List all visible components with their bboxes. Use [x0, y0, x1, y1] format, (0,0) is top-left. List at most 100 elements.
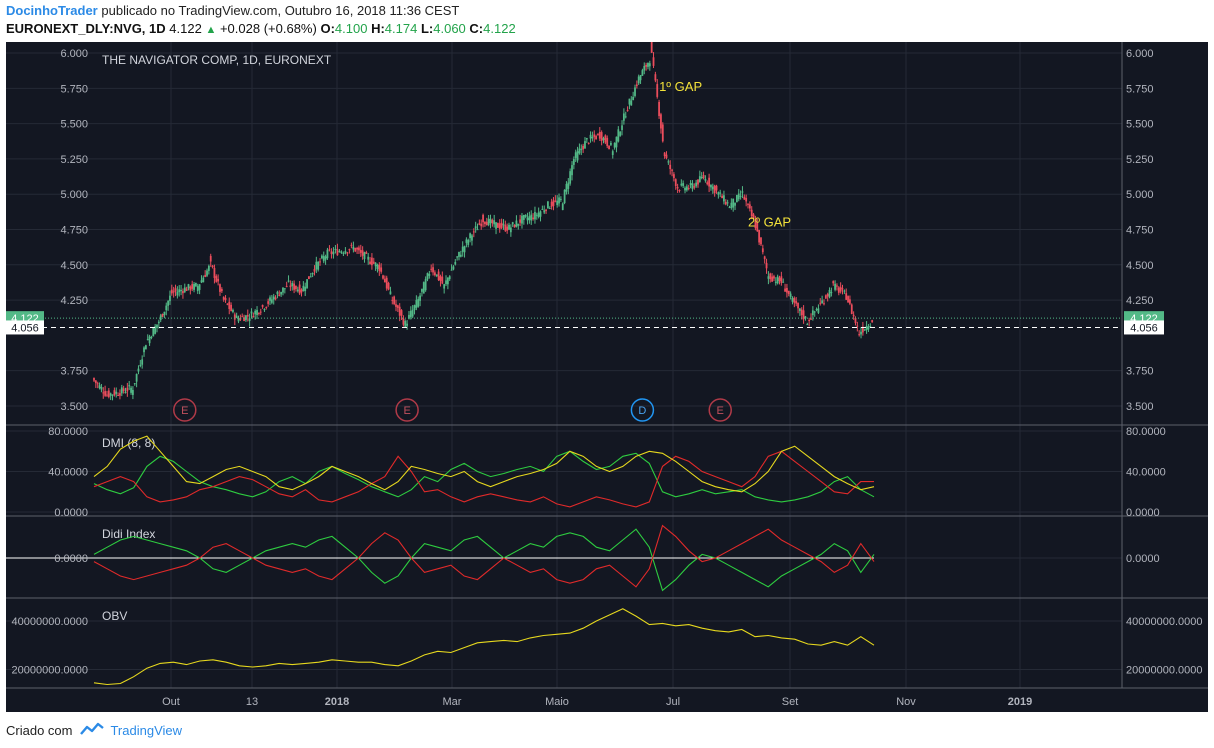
open-value: 4.100 — [334, 21, 368, 36]
earnings-marker-icon[interactable] — [708, 398, 732, 422]
candle-body — [302, 285, 305, 292]
dmi-pane[interactable]: DMI (8, 8) — [93, 435, 875, 508]
candle-body — [648, 63, 651, 67]
candle-body — [165, 305, 168, 311]
candle-body — [304, 286, 307, 292]
candle-body — [700, 177, 703, 179]
candle-body — [372, 261, 375, 264]
candle-body — [695, 182, 698, 187]
candle-body — [472, 231, 475, 233]
indicator-title: DMI (8, 8) — [102, 436, 155, 450]
candle-body — [789, 293, 792, 298]
dividend-marker-icon[interactable] — [630, 398, 655, 422]
candle-body — [367, 256, 370, 260]
candle-body — [141, 359, 144, 365]
candle-body — [130, 387, 132, 393]
candle-body — [798, 308, 801, 311]
indicator-title: OBV — [102, 609, 127, 623]
author-link[interactable]: DocinhoTrader — [6, 3, 98, 18]
candle-body — [652, 57, 655, 66]
symbol-label: EURONEXT_DLY:NVG, 1D — [6, 21, 166, 36]
candle-body — [580, 148, 583, 150]
candle-body — [135, 373, 138, 382]
didi-pane[interactable]: Didi Index — [6, 524, 875, 592]
tradingview-logo-icon[interactable] — [80, 722, 105, 739]
candle-body — [257, 312, 260, 314]
close-label: C: — [469, 21, 484, 36]
candle-body — [856, 325, 859, 327]
candle-body — [300, 289, 303, 293]
candle-body — [791, 297, 794, 302]
candle-body — [747, 203, 749, 205]
candle-body — [606, 137, 609, 146]
candle-body — [849, 299, 851, 304]
candle-body — [233, 314, 236, 320]
candle-body — [689, 182, 692, 185]
candle-body — [200, 280, 203, 283]
candle-body — [685, 186, 688, 191]
candle-body — [272, 296, 275, 300]
candle-body — [741, 191, 744, 193]
candle-body — [289, 285, 292, 288]
price-tick-left: 5.000 — [60, 189, 88, 201]
candle-body — [597, 133, 599, 135]
high-value: 4.174 — [384, 21, 418, 36]
price-tick-left: 5.750 — [60, 83, 88, 95]
candle-body — [342, 252, 345, 254]
candle-body — [170, 289, 173, 294]
candle-body — [445, 280, 447, 285]
candle-body — [213, 267, 216, 278]
price-pane[interactable]: THE NAVIGATOR COMP, 1D, EURONEXT4.1224.0… — [6, 42, 1164, 422]
candle-body — [167, 300, 170, 306]
candle-body — [106, 394, 108, 396]
tradingview-link[interactable]: TradingView — [110, 723, 183, 738]
candle-body — [658, 101, 660, 117]
candle-body — [157, 321, 160, 324]
candle-body — [598, 131, 601, 139]
price-tick-left: 4.500 — [60, 260, 88, 272]
earnings-marker-label: E — [403, 405, 410, 417]
candle-body — [802, 310, 805, 320]
price-tick-left: 6.000 — [60, 48, 88, 60]
candle-body — [144, 345, 147, 350]
candle-body — [183, 287, 186, 293]
series-line--DI — [93, 450, 874, 508]
candle-body — [626, 110, 629, 112]
candle-body — [765, 262, 768, 269]
earnings-marker-icon[interactable] — [173, 398, 197, 422]
candle-body — [120, 387, 123, 394]
candle-body — [539, 211, 542, 217]
candle-body — [724, 201, 727, 205]
price-tick-right: 3.750 — [1126, 366, 1154, 378]
candle-body — [243, 317, 245, 322]
candle-body — [352, 246, 355, 250]
footer: Criado com TradingView — [6, 722, 182, 739]
candle-body — [604, 135, 607, 143]
candle-body — [426, 273, 429, 280]
candle-body — [259, 311, 262, 313]
candle-body — [374, 262, 377, 267]
indicator-tick-right: 0.0000 — [1126, 507, 1160, 519]
candle-body — [356, 247, 358, 250]
series-line-OBV — [93, 608, 875, 686]
candle-body — [422, 282, 425, 294]
candle-body — [474, 226, 477, 229]
earnings-marker-icon[interactable] — [395, 398, 419, 422]
candle-body — [396, 305, 399, 308]
candle-body — [309, 276, 312, 278]
candle-body — [270, 299, 273, 303]
candle-body — [845, 293, 848, 300]
price-pane-title: THE NAVIGATOR COMP, 1D, EURONEXT — [102, 53, 332, 67]
candle-body — [344, 250, 347, 254]
candle-body — [697, 179, 699, 185]
candle-body — [737, 193, 740, 200]
candle-body — [584, 141, 586, 149]
candle-body — [832, 281, 835, 284]
candle-body — [821, 300, 824, 304]
x-tick-label: Maio — [545, 696, 569, 708]
trading-chart[interactable]: THE NAVIGATOR COMP, 1D, EURONEXT4.1224.0… — [6, 42, 1208, 712]
candle-body — [843, 290, 846, 292]
candle-body — [319, 261, 321, 263]
obv-pane[interactable]: OBV — [93, 608, 875, 686]
candle-body — [619, 131, 622, 136]
